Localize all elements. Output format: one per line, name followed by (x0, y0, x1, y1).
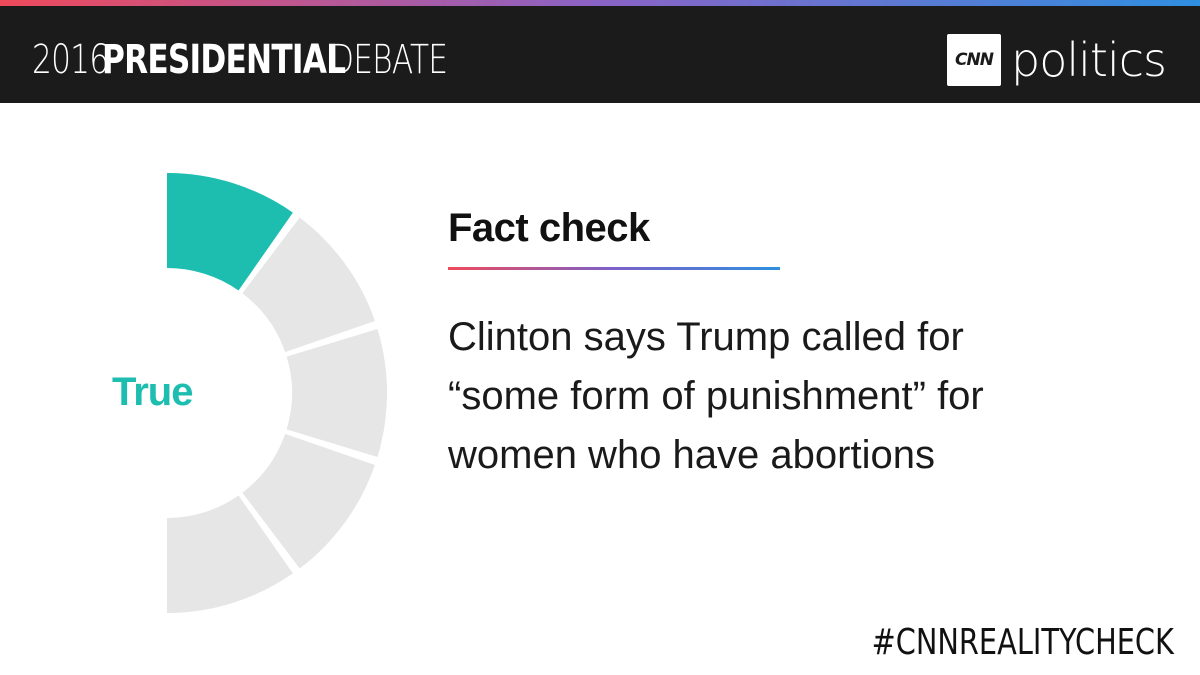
claim-line-3: women who have abortions (448, 433, 935, 477)
gauge-segment (286, 329, 387, 457)
claim-line-1: Clinton says Trump called for (448, 315, 964, 359)
cnn-politics-logo: CNN politics (947, 33, 1167, 87)
header-bar: 2016 PRESIDENTIAL DEBATE CNN politics (0, 6, 1200, 103)
fact-check-heading: Fact check (448, 206, 650, 250)
claim-line-2: “some form of punishment” for (448, 374, 984, 418)
top-gradient-strip (0, 0, 1200, 6)
debate-title-main: PRESIDENTIAL (102, 37, 346, 83)
debate-title-year: 2016 (32, 37, 109, 83)
rating-gauge (167, 173, 387, 613)
gauge-segment-active (167, 173, 293, 291)
gauge-segment (242, 217, 375, 353)
heading-underline (448, 267, 780, 270)
gauge-segment (167, 495, 293, 613)
debate-title-end: DEBATE (330, 37, 448, 83)
gauge-segment (242, 433, 375, 569)
reality-check-hashtag: #CNNREALITYCHECK (871, 622, 1174, 663)
politics-wordmark: politics (1011, 33, 1167, 87)
debate-title: 2016 PRESIDENTIAL DEBATE (32, 36, 480, 84)
claim-text: Clinton says Trump called for “some form… (448, 308, 1148, 485)
cnn-logo-text: CNN (955, 50, 994, 70)
cnn-logo-icon: CNN (947, 34, 1002, 86)
rating-verdict: True (112, 370, 193, 414)
